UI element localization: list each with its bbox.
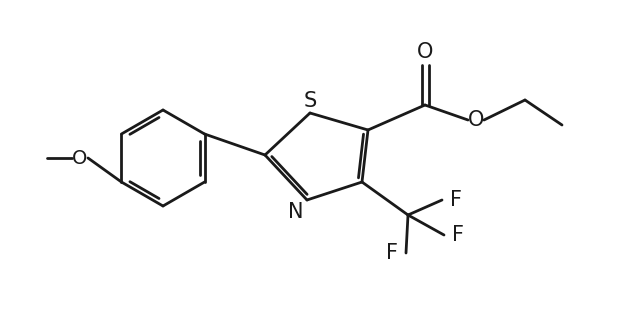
Text: F: F	[386, 243, 398, 263]
Text: N: N	[287, 202, 303, 222]
Text: O: O	[417, 42, 433, 62]
Text: F: F	[452, 225, 464, 245]
Text: F: F	[450, 190, 462, 210]
Text: O: O	[72, 149, 88, 167]
Text: S: S	[303, 91, 317, 111]
Text: O: O	[468, 110, 484, 130]
